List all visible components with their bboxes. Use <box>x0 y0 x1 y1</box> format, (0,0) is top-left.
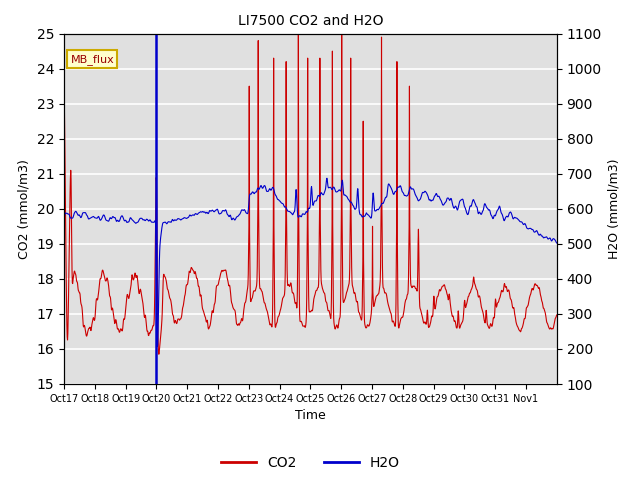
Legend: CO2, H2O: CO2, H2O <box>216 450 405 475</box>
X-axis label: Time: Time <box>295 409 326 422</box>
Y-axis label: H2O (mmol/m3): H2O (mmol/m3) <box>607 158 620 259</box>
Y-axis label: CO2 (mmol/m3): CO2 (mmol/m3) <box>18 159 31 259</box>
Title: LI7500 CO2 and H2O: LI7500 CO2 and H2O <box>237 14 383 28</box>
Text: MB_flux: MB_flux <box>70 54 114 64</box>
